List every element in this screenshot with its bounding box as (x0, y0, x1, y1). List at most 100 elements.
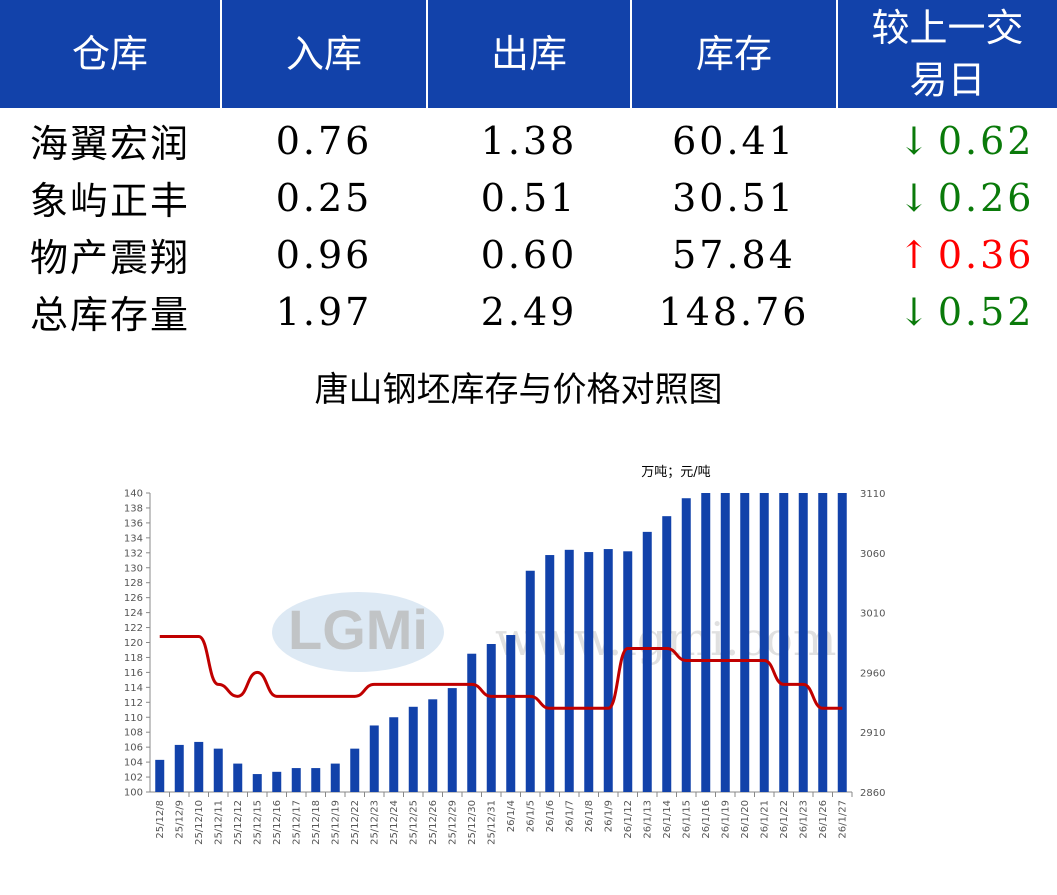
x-tick-label: 26/1/27 (837, 800, 848, 839)
left-tick-label: 122 (124, 623, 143, 634)
right-tick-label: 3010 (860, 609, 885, 620)
x-tick-label: 25/12/11 (213, 800, 224, 845)
outbound-value: 0.60 (480, 232, 578, 277)
x-tick-label: 26/1/21 (759, 800, 770, 839)
left-tick-label: 112 (124, 698, 143, 709)
inventory-bar (818, 493, 828, 792)
inventory-bar (564, 549, 574, 792)
stock-value: 60.41 (672, 118, 796, 163)
x-tick-label: 25/12/15 (252, 800, 263, 845)
outbound-value: 1.38 (480, 118, 578, 163)
inventory-bar (603, 549, 613, 792)
stock-value: 30.51 (672, 175, 796, 220)
x-tick-label: 26/1/16 (701, 800, 712, 839)
inventory-bar (486, 643, 496, 792)
left-tick-label: 108 (124, 728, 143, 739)
inventory-bar (408, 706, 418, 792)
inbound-value: 1.97 (275, 289, 373, 334)
inventory-bar (194, 741, 204, 792)
inventory-bar (701, 493, 711, 792)
x-tick-label: 26/1/26 (818, 800, 829, 839)
x-tick-label: 26/1/23 (798, 800, 809, 839)
inventory-bar (233, 763, 243, 792)
x-tick-label: 25/12/26 (428, 800, 439, 845)
inventory-bar (467, 653, 477, 792)
x-tick-label: 25/12/23 (369, 800, 380, 845)
inventory-bar (311, 768, 321, 792)
header-outbound: 出库 (428, 0, 630, 108)
x-tick-label: 26/1/5 (525, 800, 536, 832)
inventory-bar (330, 763, 340, 792)
change-amount: 0.36 (937, 232, 1035, 277)
watermark-logo-text: LGMi (288, 598, 428, 661)
inventory-bar (623, 551, 633, 792)
left-tick-label: 128 (124, 578, 143, 589)
change-value: ↓ 0.26 (838, 169, 1057, 226)
right-tick-label: 2910 (860, 728, 885, 739)
right-tick-label: 3110 (860, 489, 885, 500)
inventory-bar (681, 498, 691, 792)
inventory-bar (720, 493, 730, 792)
x-tick-label: 26/1/15 (681, 800, 692, 839)
inventory-bar (272, 771, 282, 792)
x-tick-label: 26/1/13 (642, 800, 653, 839)
left-tick-label: 106 (124, 743, 143, 754)
inventory-bar (447, 688, 457, 792)
inventory-bar (759, 493, 769, 792)
table-row: 海翼宏润 0.76 1.38 60.41 ↓ 0.62 (0, 112, 1057, 169)
left-tick-label: 100 (124, 788, 143, 799)
inventory-bar (291, 768, 301, 792)
x-tick-label: 25/12/8 (155, 800, 166, 839)
inventory-bar (506, 635, 516, 792)
price-line (159, 635, 843, 710)
inventory-bar (798, 493, 808, 792)
change-value: ↑ 0.36 (838, 226, 1057, 283)
arrow-down-icon: ↓ (898, 118, 930, 163)
header-change: 较上一交易日 (838, 0, 1057, 108)
change-value: ↓ 0.62 (838, 112, 1057, 169)
header-inbound: 入库 (222, 0, 426, 108)
right-tick-label: 2960 (860, 668, 885, 679)
left-tick-label: 134 (124, 533, 143, 544)
x-tick-label: 25/12/9 (174, 800, 185, 839)
x-tick-label: 25/12/30 (467, 800, 478, 845)
left-tick-label: 110 (124, 713, 143, 724)
x-tick-label: 26/1/7 (564, 800, 575, 832)
left-tick-label: 132 (124, 548, 143, 559)
left-tick-label: 102 (124, 773, 143, 784)
inventory-bar (213, 748, 223, 792)
unit-label: 万吨；元/吨 (641, 465, 710, 480)
inventory-bar (428, 699, 438, 792)
inventory-bar (369, 725, 379, 792)
arrow-down-icon: ↓ (898, 175, 930, 220)
watermark-logo (272, 592, 444, 672)
inventory-bar (389, 717, 399, 792)
x-tick-label: 26/1/19 (720, 800, 731, 839)
x-tick-label: 25/12/18 (311, 800, 322, 845)
warehouse-name: 物产震翔 (30, 236, 191, 280)
inbound-value: 0.25 (275, 175, 373, 220)
left-tick-label: 120 (124, 638, 143, 649)
inventory-bar (525, 570, 535, 792)
header-stock: 库存 (632, 0, 836, 108)
x-tick-label: 26/1/22 (779, 800, 790, 839)
x-tick-label: 26/1/8 (584, 800, 595, 832)
header-warehouse: 仓库 (0, 0, 220, 108)
x-tick-label: 26/1/4 (506, 800, 517, 832)
left-tick-label: 118 (124, 653, 143, 664)
x-tick-label: 25/12/17 (291, 800, 302, 845)
bar-line-chart: 万吨；元/吨 100 102 104 106 108 110 112 114 116 118 120 1… (124, 465, 886, 845)
left-tick-label: 130 (124, 563, 143, 574)
inventory-bar (350, 748, 360, 792)
inventory-bar (174, 744, 184, 792)
x-tick-label: 25/12/12 (233, 800, 244, 845)
left-tick-label: 138 (124, 503, 143, 514)
right-tick-label: 2860 (860, 788, 885, 799)
left-tick-label: 124 (124, 608, 143, 619)
x-tick-label: 25/12/10 (194, 800, 205, 845)
x-tick-label: 25/12/19 (330, 800, 341, 845)
inventory-bar (584, 552, 594, 792)
left-tick-label: 114 (124, 683, 143, 694)
inbound-value: 0.76 (275, 118, 373, 163)
change-amount: 0.26 (937, 175, 1035, 220)
